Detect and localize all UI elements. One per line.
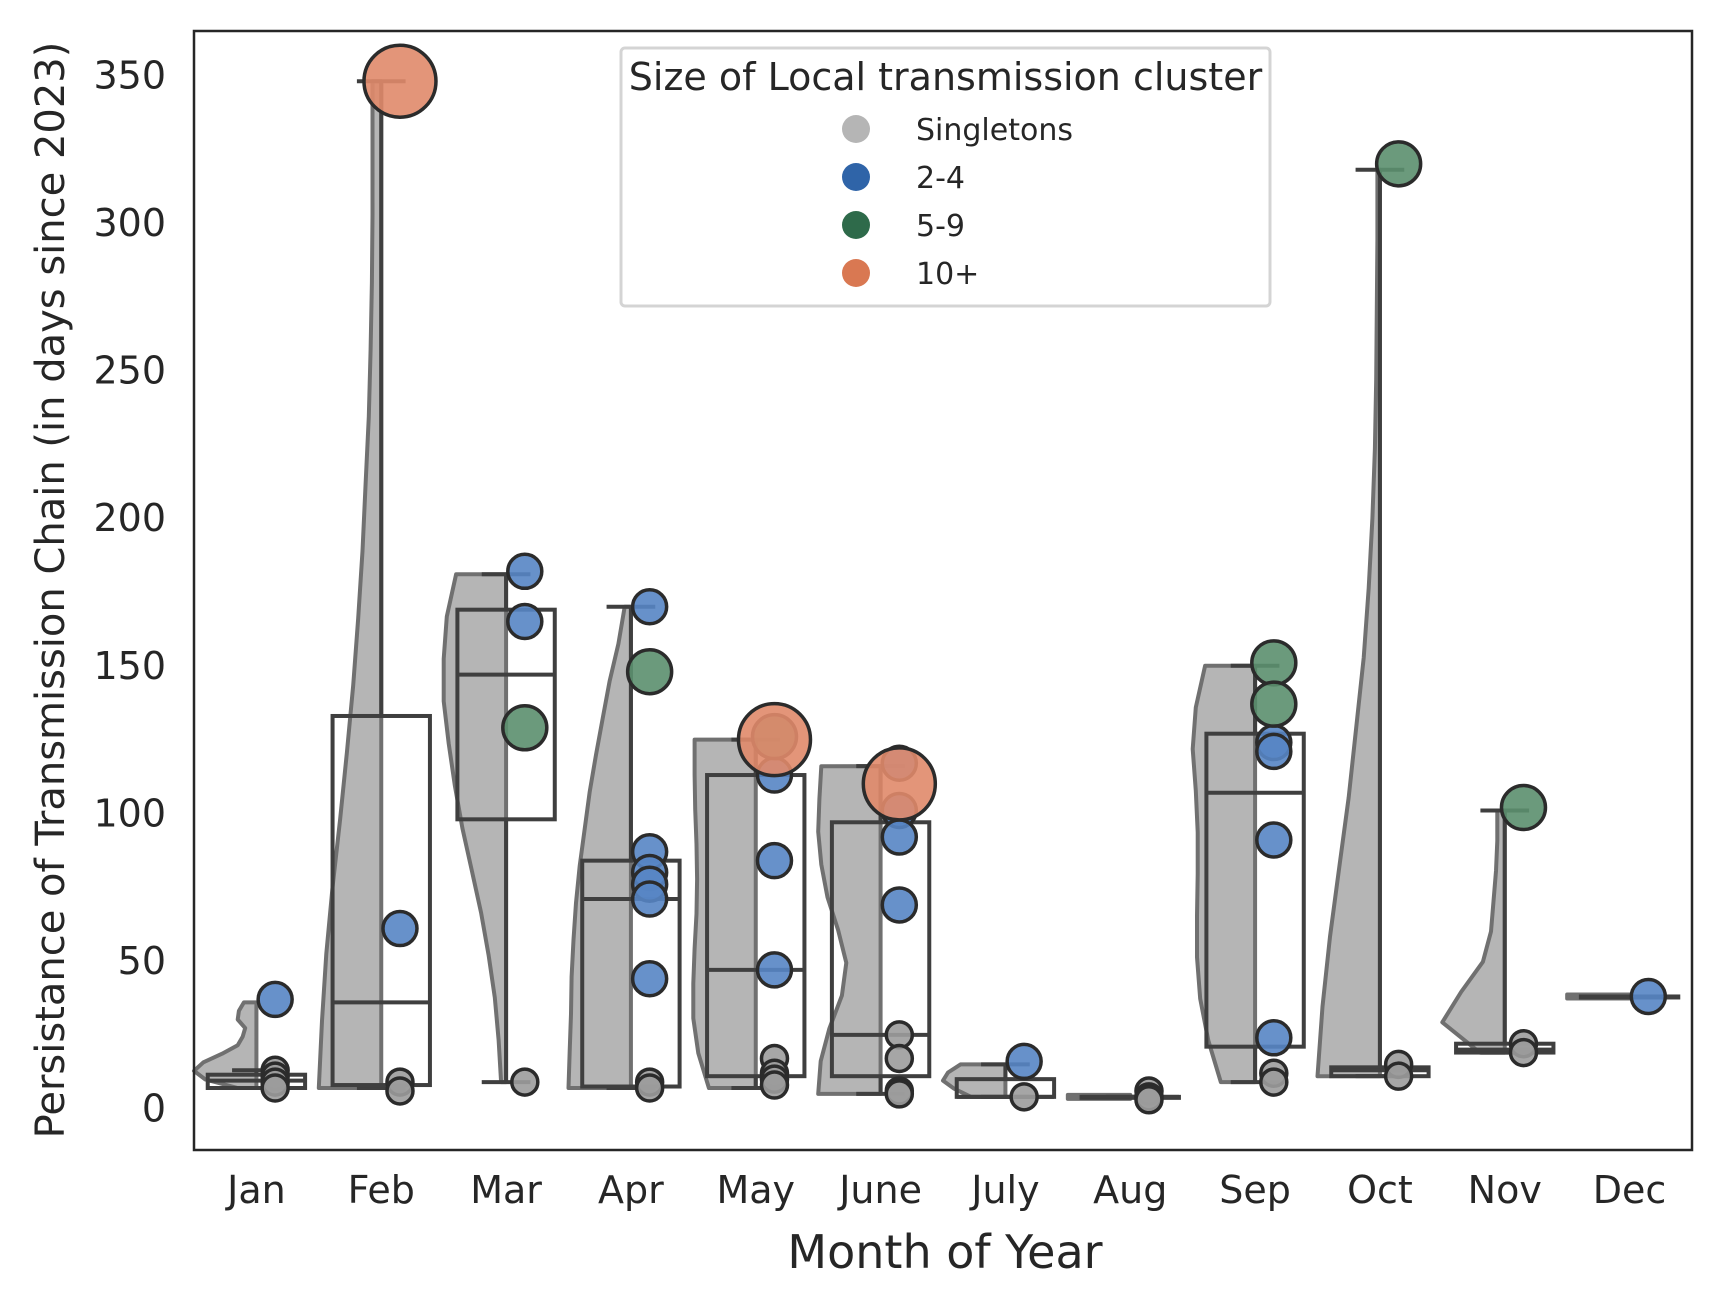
point-june-singletons (884, 1043, 915, 1074)
y-tick-label: 150 (93, 644, 166, 688)
y-tick-label: 300 (93, 201, 166, 245)
y-axis-label: Persistance of Transmission Chain (in da… (28, 42, 74, 1139)
x-tick-label-sep: Sep (1219, 1168, 1291, 1212)
legend-label-5-9: 5-9 (916, 209, 965, 244)
point-sep-5-9 (1250, 680, 1298, 728)
point-sep-5-9 (1250, 639, 1298, 687)
y-tick-label: 350 (93, 53, 166, 97)
y-axis: 0 50 100 150 200 250 300 350 (93, 53, 166, 1130)
legend-label-10: 10+ (916, 257, 979, 292)
point-feb-10 (362, 43, 438, 119)
x-tick-label-aug: Aug (1093, 1168, 1167, 1212)
violin-may (691, 737, 758, 1090)
plot-frame (192, 29, 1694, 1152)
point-may-2-4 (755, 951, 794, 989)
x-tick-label-apr: Apr (598, 1168, 664, 1212)
box-sep (1204, 663, 1306, 1085)
x-tick-label-oct: Oct (1347, 1168, 1413, 1212)
y-tick-label: 200 (93, 496, 166, 540)
violin-oct (1315, 167, 1382, 1079)
point-jan-singletons (260, 1073, 290, 1103)
point-june-2-4 (880, 818, 919, 856)
point-jan-2-4 (256, 980, 294, 1019)
x-tick-label-jan: Jan (225, 1168, 286, 1212)
point-nov-singletons (1508, 1037, 1539, 1068)
box-iqr (829, 820, 932, 1079)
point-dec-2-4 (1629, 977, 1668, 1016)
x-axis: Jan Feb Mar Apr May June July Aug Sep Oct Nov Dec (225, 1168, 1666, 1212)
box-iqr (1204, 731, 1306, 1049)
point-may-singletons (759, 1070, 790, 1100)
point-mar-2-4 (506, 602, 544, 641)
y-tick-label: 50 (118, 939, 166, 983)
point-mar-2-4 (506, 552, 544, 591)
x-tick-label-dec: Dec (1593, 1168, 1667, 1212)
legend-marker-singletons (842, 115, 870, 143)
point-apr-2-4 (630, 587, 669, 626)
y-tick-label: 250 (93, 349, 166, 393)
point-apr-2-4 (630, 960, 669, 998)
point-july-singletons (1009, 1082, 1039, 1112)
point-may-10 (736, 701, 813, 778)
legend-frame (619, 46, 1272, 308)
point-oct-5-9 (1374, 140, 1423, 188)
point-aug-singletons (1134, 1085, 1164, 1115)
box-iqr (330, 713, 432, 1088)
point-mar-singletons (510, 1067, 540, 1097)
legend-title: Size of Local transmission cluster (629, 55, 1263, 99)
violin-jan (192, 1000, 259, 1090)
point-sep-2-4 (1255, 1019, 1293, 1057)
legend-marker-10 (842, 259, 870, 287)
point-mar-5-9 (501, 704, 549, 752)
x-axis-label: Month of Year (787, 1225, 1102, 1279)
point-apr-2-4 (630, 880, 669, 918)
point-oct-singletons (1383, 1061, 1414, 1091)
point-may-2-4 (755, 841, 794, 880)
violin-feb (316, 79, 384, 1090)
box-iqr (580, 858, 682, 1089)
point-june-10 (861, 746, 938, 822)
point-nov-5-9 (1499, 783, 1548, 832)
legend: Size of Local transmission cluster Single… (619, 46, 1272, 308)
legend-marker-2-4 (842, 163, 870, 191)
point-feb-2-4 (381, 909, 419, 948)
x-tick-label-nov: Nov (1468, 1168, 1542, 1212)
y-tick-label: 100 (93, 791, 166, 835)
x-tick-label-june: June (837, 1168, 922, 1212)
point-feb-singletons (385, 1076, 415, 1106)
point-sep-singletons (1259, 1067, 1289, 1097)
x-tick-label-july: July (969, 1168, 1039, 1212)
box-iqr (455, 607, 557, 822)
x-tick-label-mar: Mar (470, 1168, 542, 1212)
point-june-2-4 (880, 886, 919, 924)
legend-label-2-4: 2-4 (916, 161, 965, 196)
legend-marker-5-9 (842, 211, 870, 239)
box-aug (1079, 1094, 1181, 1100)
point-sep-2-4 (1255, 732, 1293, 771)
point-sep-2-4 (1255, 821, 1293, 859)
x-tick-label-feb: Feb (348, 1168, 415, 1212)
point-apr-singletons (634, 1073, 665, 1103)
x-tick-label-may: May (716, 1168, 795, 1212)
point-june-singletons (884, 1079, 915, 1109)
point-july-2-4 (1005, 1042, 1043, 1081)
point-apr-5-9 (625, 647, 674, 696)
legend-label-singletons: Singletons (916, 113, 1073, 148)
y-tick-label: 0 (142, 1087, 166, 1131)
box-mar (455, 572, 557, 1085)
